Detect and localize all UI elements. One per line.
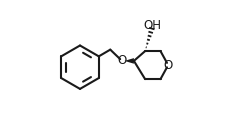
Polygon shape [124, 58, 134, 64]
Text: OH: OH [144, 19, 162, 32]
Text: O: O [117, 54, 127, 67]
Text: O: O [163, 59, 173, 72]
